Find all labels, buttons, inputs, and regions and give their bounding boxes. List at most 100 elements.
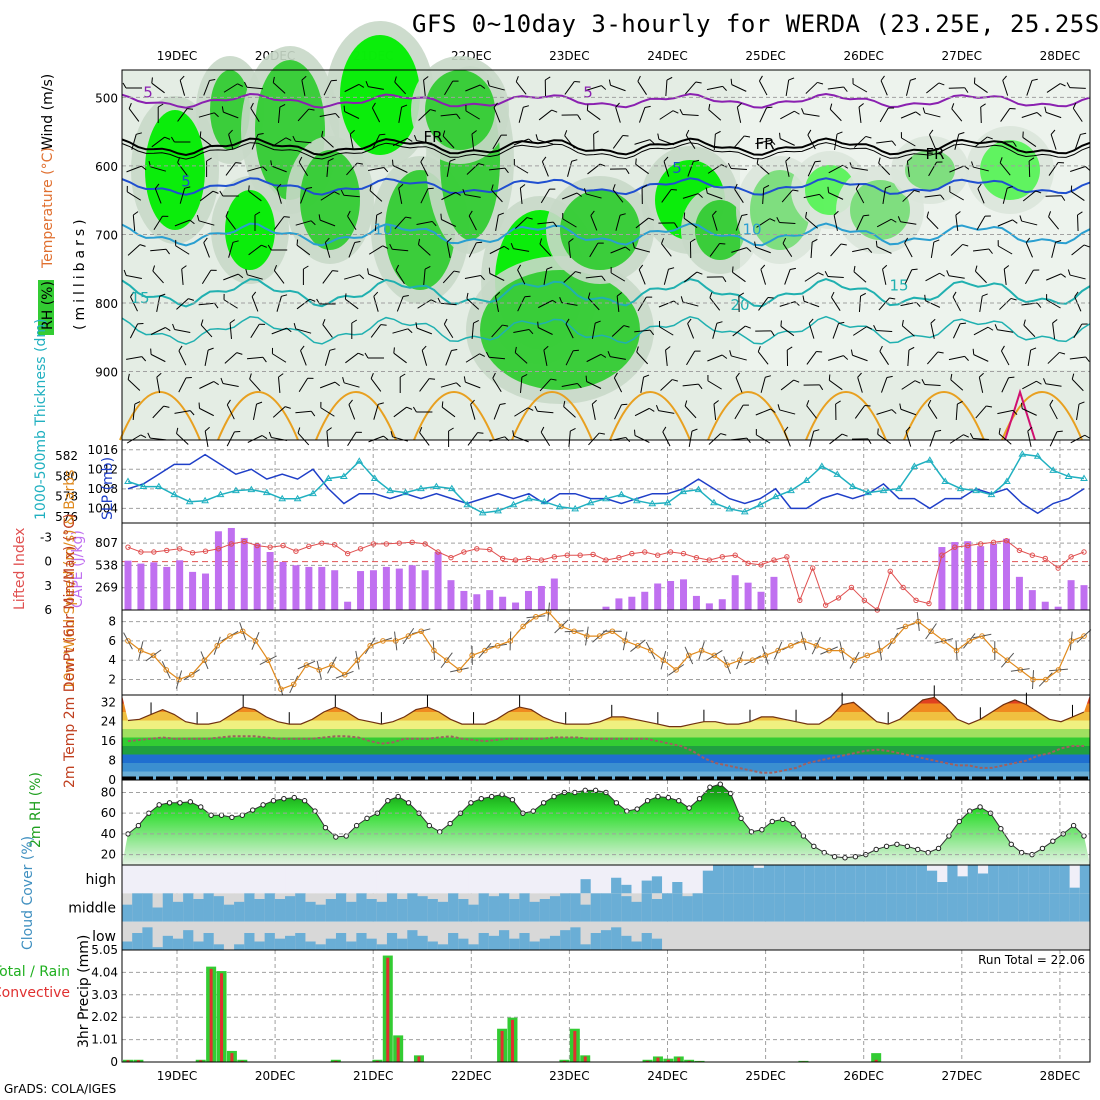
- wind-barb-flag: [806, 400, 810, 406]
- cloud-cover-cell: [152, 907, 164, 922]
- wind-barb-staff: [520, 376, 523, 394]
- wind-barb-flag: [449, 158, 456, 162]
- cape-tick-label: 538: [95, 558, 118, 572]
- wind-barb-flag: [716, 321, 723, 324]
- wind-barb-flag: [212, 190, 219, 194]
- upper-air-wind-barb: [828, 374, 843, 391]
- wind-barb-staff: [687, 323, 695, 339]
- wind-barb-staff: [949, 191, 964, 201]
- li-point: [913, 597, 919, 604]
- precip-convective-bar: [666, 1059, 670, 1062]
- wind-barb-staff: [852, 247, 868, 253]
- upper-air-wind-barb: [1070, 434, 1091, 444]
- cloud-cover-cell: [448, 933, 459, 950]
- wind-barb-staff: [807, 161, 816, 177]
- wind-barb-staff: [156, 377, 161, 393]
- upper-air-wind-barb: [712, 321, 723, 339]
- wind-barb-flag: [643, 374, 650, 378]
- wind-barb-staff: [272, 137, 287, 147]
- cape-bar: [990, 543, 998, 610]
- wind-barb-staff: [684, 405, 697, 419]
- wind-barb-flag: [177, 157, 181, 163]
- cloud-cell-background: [916, 921, 928, 950]
- upper-air-wind-barb: [806, 400, 817, 419]
- wind-barb-staff: [150, 166, 167, 172]
- cloud-cell-background: [234, 865, 245, 894]
- precip-convective-bar: [230, 1053, 234, 1062]
- upper-air-wind-barb: [998, 427, 1012, 445]
- cape-bar: [757, 591, 765, 610]
- upper-air-wind-barb: [368, 166, 389, 173]
- wind-barb-staff: [1069, 356, 1086, 360]
- wind-barb-flag: [373, 291, 379, 297]
- upper-air-wind-barb: [1074, 291, 1082, 312]
- wind-barb-flag: [296, 239, 299, 246]
- cloud-cover-cell: [1049, 865, 1060, 894]
- cloud-cover-cell: [386, 933, 398, 950]
- upper-air-wind-barb: [492, 372, 502, 393]
- wind-barb-staff: [665, 349, 668, 367]
- wind-barb-staff: [779, 138, 795, 146]
- upper-air-wind-barb: [326, 427, 332, 448]
- wind-barb-flag: [838, 321, 845, 324]
- cloud-cover-cell: [825, 865, 836, 894]
- wind-barb-staff: [537, 221, 554, 225]
- wind-barb-flag: [210, 269, 217, 271]
- wind-barb-staff: [1027, 350, 1032, 366]
- wind-barb-staff: [441, 191, 456, 201]
- wind-barb-staff: [1070, 434, 1086, 444]
- temperature-contour-line: [217, 391, 299, 441]
- cloud-cover-cell: [672, 882, 683, 894]
- precip-legend-convective: Convective: [0, 985, 70, 1001]
- upper-air-wind-barb: [446, 237, 452, 258]
- contour-label: 10: [373, 220, 392, 238]
- upper-air-wind-barb: [440, 213, 457, 227]
- upper-air-wind-barb: [899, 403, 917, 416]
- wind-barb-staff: [247, 166, 263, 172]
- wind-barb-staff: [368, 166, 384, 172]
- wind-barb-staff: [978, 377, 984, 393]
- wind-barb-flag: [491, 184, 494, 191]
- wind-barb-staff: [852, 83, 868, 93]
- wind-barb-flag: [977, 183, 982, 189]
- wind-barb-staff: [568, 430, 571, 448]
- upper-air-wind-barb: [1047, 351, 1066, 364]
- upper-air-wind-barb: [123, 269, 142, 280]
- cloud-cover-cell: [712, 893, 724, 922]
- cloud-cover-cell: [427, 941, 439, 950]
- cloud-cover-cell: [376, 901, 388, 922]
- pressure-tick-label: 600: [95, 160, 118, 174]
- wind-barb-staff: [543, 269, 548, 285]
- upper-air-wind-barb: [270, 160, 287, 173]
- wind-barb-staff: [659, 110, 674, 120]
- wind-barb-flag: [395, 264, 400, 271]
- wind-barb-staff: [467, 432, 479, 446]
- wind-barb-staff: [540, 431, 551, 447]
- wind-barb-flag: [734, 183, 738, 190]
- wind-barb-staff: [1069, 274, 1086, 280]
- cloud-cover-cell: [702, 893, 714, 922]
- wind-barb-staff: [199, 407, 214, 417]
- wind-barb-flag: [709, 292, 713, 298]
- upper-air-wind-barb: [248, 185, 262, 202]
- li-point: [900, 584, 906, 591]
- wind-barb-flag: [276, 183, 282, 189]
- wind-barb-staff: [440, 302, 457, 306]
- upper-air-wind-barb: [276, 183, 282, 204]
- wind-barb-flag: [672, 379, 678, 382]
- wind-barb-flag: [369, 184, 372, 191]
- wind-barb-flag: [591, 399, 597, 405]
- cape-bar: [977, 546, 985, 610]
- cloud-cover-cell: [957, 876, 969, 894]
- cape-bar: [253, 543, 261, 610]
- li-point: [861, 597, 868, 604]
- rh-axis-label: 2m RH (%): [28, 772, 44, 848]
- cloud-cover-cell: [244, 893, 255, 922]
- rh-point: [821, 849, 827, 856]
- wind-barb-staff: [1023, 324, 1036, 338]
- precip-axis-label: 3hr Precip (mm): [76, 935, 92, 1048]
- upper-air-wind-barb: [156, 293, 166, 312]
- upper-air-wind-barb: [1023, 319, 1036, 338]
- wind-barb-flag: [738, 292, 745, 297]
- wind-barb-staff: [876, 329, 893, 333]
